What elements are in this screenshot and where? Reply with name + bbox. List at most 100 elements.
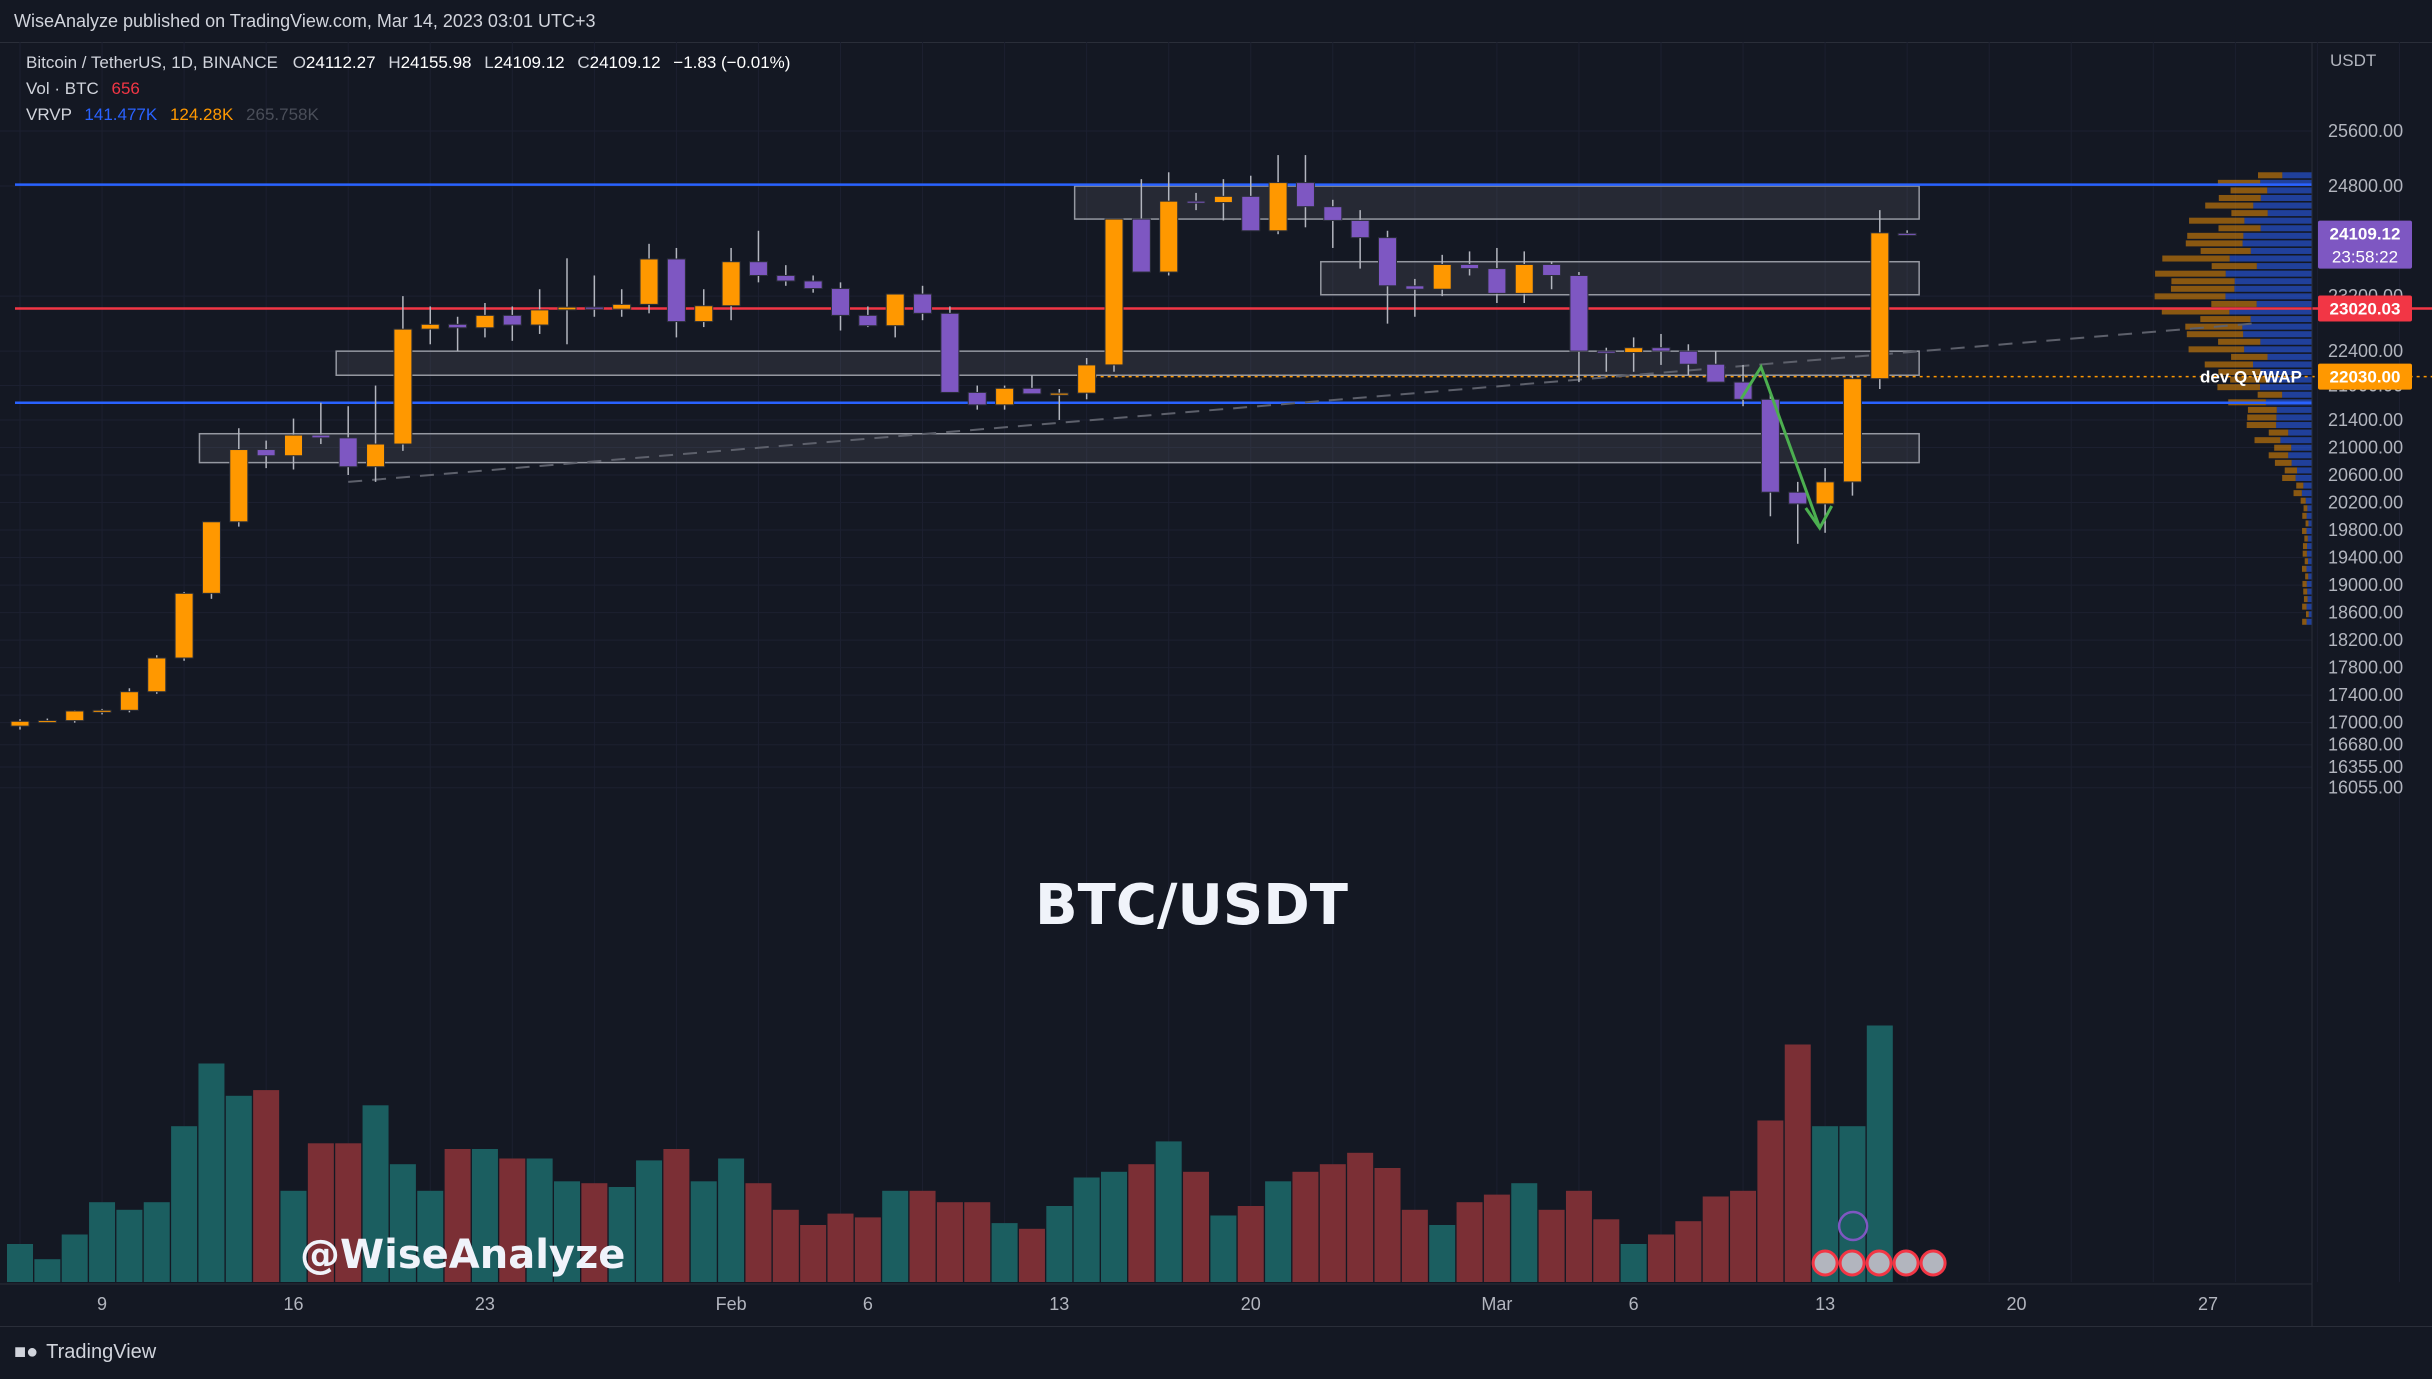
candle-body[interactable]	[557, 306, 577, 311]
candle-body[interactable]	[1460, 263, 1480, 270]
volume-bar	[1511, 1183, 1538, 1282]
candle-body[interactable]	[1897, 232, 1917, 236]
candle-body[interactable]	[831, 288, 850, 316]
support-resistance-zone[interactable]	[335, 350, 1920, 376]
candle-body[interactable]	[1596, 350, 1616, 354]
candle-body[interactable]	[448, 323, 468, 329]
candle-body[interactable]	[1241, 195, 1261, 232]
candle-body[interactable]	[1815, 481, 1835, 505]
candle-body[interactable]	[995, 387, 1015, 406]
candle-body[interactable]	[393, 328, 413, 445]
volume-label[interactable]: Vol · BTC	[26, 79, 99, 98]
symbol-name[interactable]: Bitcoin / TetherUS, 1D, BINANCE	[26, 53, 278, 72]
candle-body[interactable]	[858, 314, 878, 327]
price-chart[interactable]: USDT25600.0024800.0023200.0022400.002190…	[0, 42, 2432, 1326]
candle-body[interactable]	[530, 309, 550, 326]
candle-body[interactable]	[1760, 398, 1780, 493]
candle-body[interactable]	[229, 449, 249, 523]
candle-body[interactable]	[1323, 206, 1343, 221]
support-resistance-zone[interactable]	[1073, 185, 1920, 220]
candle-body[interactable]	[584, 306, 604, 310]
candle-body[interactable]	[37, 720, 57, 724]
volume-profile-down	[2189, 217, 2245, 224]
candle-body[interactable]	[748, 261, 768, 276]
candle-body[interactable]	[174, 592, 194, 659]
candle-body[interactable]	[1049, 392, 1069, 396]
open-label: O	[292, 53, 306, 72]
candle-body[interactable]	[1624, 347, 1644, 354]
event-flag-icon[interactable]	[1838, 1249, 1866, 1277]
last-price-tag: 24109.12	[2330, 225, 2401, 244]
candle-body[interactable]	[1213, 195, 1233, 204]
candle-body[interactable]	[1706, 363, 1726, 383]
candle-body[interactable]	[475, 314, 495, 329]
candle-body[interactable]	[1378, 237, 1397, 287]
footer-bar: ■● TradingView	[0, 1326, 2432, 1379]
price-tick-label: 18200.00	[2328, 630, 2403, 650]
candle-body[interactable]	[119, 691, 139, 711]
candle-body[interactable]	[1569, 274, 1589, 352]
candle-body[interactable]	[502, 314, 522, 326]
chart-area[interactable]: USDT25600.0024800.0023200.0022400.002190…	[0, 42, 2432, 1326]
candle-body[interactable]	[10, 720, 30, 727]
volume-bar	[1702, 1196, 1729, 1282]
volume-bar	[1374, 1168, 1401, 1282]
candle-body[interactable]	[420, 323, 440, 330]
candle-body[interactable]	[913, 293, 933, 314]
volume-profile-up	[2306, 527, 2312, 534]
candle-body[interactable]	[284, 434, 303, 457]
candle-body[interactable]	[1405, 285, 1425, 290]
candle-body[interactable]	[940, 312, 960, 393]
candle-body[interactable]	[65, 710, 85, 722]
trend-line[interactable]	[348, 322, 2253, 483]
candle-body[interactable]	[1678, 350, 1698, 365]
candle-body[interactable]	[885, 293, 905, 327]
candle-body[interactable]	[311, 434, 331, 439]
event-flag-icon[interactable]	[1892, 1249, 1920, 1277]
candle-body[interactable]	[1186, 200, 1206, 204]
candle-body[interactable]	[366, 443, 386, 468]
candle-body[interactable]	[1651, 347, 1671, 352]
candle-body[interactable]	[1077, 364, 1097, 394]
volume-profile-up	[2267, 353, 2312, 360]
volume-bar	[1730, 1190, 1757, 1282]
volume-profile-up	[2234, 278, 2312, 285]
candle-body[interactable]	[803, 280, 823, 290]
candle-body[interactable]	[1487, 268, 1507, 294]
arrow-annotation[interactable]	[1739, 363, 1822, 529]
candle-body[interactable]	[92, 709, 112, 713]
vrvp-label[interactable]: VRVP	[26, 105, 72, 124]
support-resistance-zone[interactable]	[198, 432, 1920, 464]
candle-body[interactable]	[1514, 263, 1534, 294]
lightning-event-icon[interactable]	[1837, 1210, 1869, 1242]
candle-body[interactable]	[256, 449, 276, 457]
event-flag-icon[interactable]	[1919, 1249, 1947, 1277]
candle-body[interactable]	[201, 521, 221, 594]
candle-body[interactable]	[1104, 218, 1124, 366]
candle-body[interactable]	[1432, 263, 1452, 290]
candle-body[interactable]	[639, 258, 659, 305]
support-resistance-zone[interactable]	[1320, 260, 1920, 296]
volume-profile-down	[2303, 505, 2308, 512]
candle-body[interactable]	[1295, 182, 1315, 208]
candle-body[interactable]	[1131, 218, 1151, 273]
candle-body[interactable]	[1159, 200, 1179, 273]
candle-body[interactable]	[776, 274, 796, 282]
candle-body[interactable]	[338, 437, 358, 468]
candle-body[interactable]	[1350, 219, 1370, 239]
candle-body[interactable]	[967, 391, 987, 406]
event-flag-icon[interactable]	[1811, 1249, 1839, 1277]
candle-body[interactable]	[721, 261, 741, 307]
tradingview-logo[interactable]: ■● TradingView	[14, 1341, 156, 1364]
candle-body[interactable]	[1788, 491, 1808, 505]
candle-body[interactable]	[1268, 182, 1288, 232]
event-flag-icon[interactable]	[1865, 1249, 1893, 1277]
candle-body[interactable]	[1870, 232, 1890, 380]
candle-body[interactable]	[694, 305, 714, 323]
candle-body[interactable]	[666, 258, 686, 323]
candle-body[interactable]	[612, 303, 632, 310]
candle-body[interactable]	[1022, 387, 1042, 395]
candle-body[interactable]	[1542, 263, 1562, 276]
candle-body[interactable]	[147, 657, 167, 693]
candle-body[interactable]	[1842, 378, 1862, 483]
